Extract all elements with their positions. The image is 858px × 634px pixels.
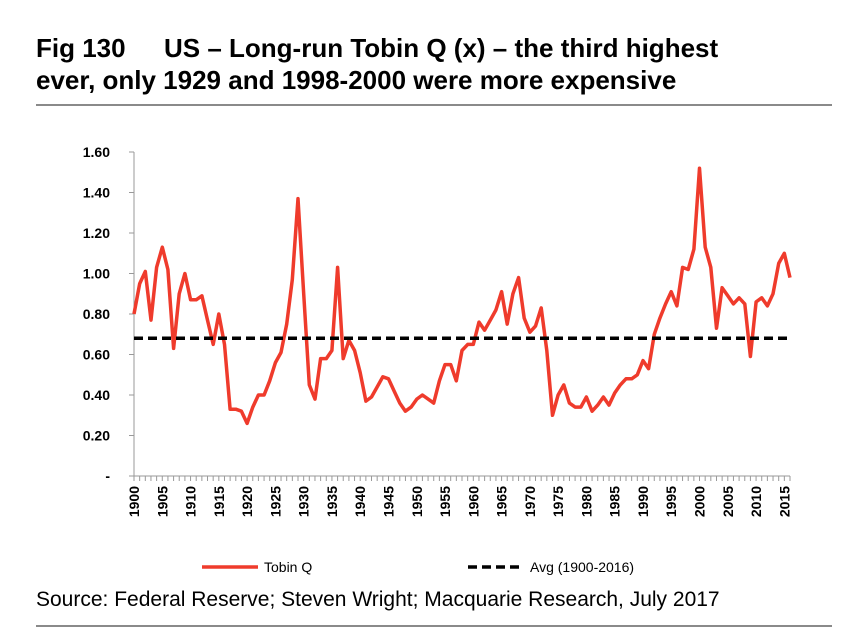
x-tick-label: 1920 — [239, 486, 255, 517]
y-tick-label: 1.60 — [83, 144, 110, 160]
y-tick-label: 1.00 — [83, 266, 110, 282]
y-tick-label: 0.40 — [83, 387, 110, 403]
x-tick-label: 1985 — [607, 486, 623, 517]
tobin-q-line — [132, 166, 792, 426]
x-tick-label: 1930 — [296, 486, 312, 517]
x-tick-label: 1950 — [409, 486, 425, 517]
legend: Tobin Q Avg (1900-2016) — [202, 559, 634, 575]
x-tick-label: 1940 — [352, 486, 368, 517]
series-layer — [132, 166, 792, 426]
y-tick-label: 1.20 — [83, 225, 110, 241]
source-note: Source: Federal Reserve; Steven Wright; … — [36, 588, 720, 611]
x-tick-label: 1995 — [663, 486, 679, 517]
x-tick-label: 1980 — [578, 486, 594, 517]
x-tick-label: 1935 — [324, 486, 340, 517]
x-tick-label: 1955 — [437, 486, 453, 517]
x-tick-label: 1945 — [380, 486, 396, 517]
x-tick-label: 1975 — [550, 486, 566, 517]
y-tick-label: 0.60 — [83, 347, 110, 363]
title-divider — [36, 104, 832, 106]
x-tick-label: 2015 — [776, 486, 792, 517]
legend-tobin-q-label: Tobin Q — [264, 559, 312, 575]
x-tick-label: 1910 — [183, 486, 199, 517]
x-tick-label: 1965 — [494, 486, 510, 517]
x-tick-label: 1970 — [522, 486, 538, 517]
x-tick-label: 1900 — [126, 486, 142, 517]
bottom-divider — [36, 625, 832, 627]
axes: - 0.20 0.40 0.60 0.80 1.00 1.20 1.40 1.60 1900 190… — [83, 144, 793, 517]
y-tick-label: 0.20 — [83, 428, 110, 444]
y-tick-label: 1.40 — [83, 185, 110, 201]
title-line-2: ever, only 1929 and 1998-2000 were more … — [36, 65, 677, 95]
x-tick-label: 1990 — [635, 486, 651, 517]
title-line-1: US – Long-run Tobin Q (x) – the third hi… — [164, 33, 719, 63]
x-tick-label: 1925 — [267, 486, 283, 517]
legend-average-label: Avg (1900-2016) — [530, 559, 634, 575]
y-tick-label: 0.80 — [83, 306, 110, 322]
x-tick-label: 1960 — [465, 486, 481, 517]
y-tick-label: - — [105, 468, 110, 484]
x-tick-label: 2010 — [748, 486, 764, 517]
x-tick-label: 1905 — [154, 486, 170, 517]
figure-number: Fig 130 — [36, 33, 126, 63]
x-tick-label: 2000 — [692, 486, 708, 517]
x-tick-label: 1915 — [211, 486, 227, 517]
x-tick-label: 2005 — [720, 486, 736, 517]
chart-title: Fig 130 US – Long-run Tobin Q (x) – the t… — [36, 32, 836, 96]
